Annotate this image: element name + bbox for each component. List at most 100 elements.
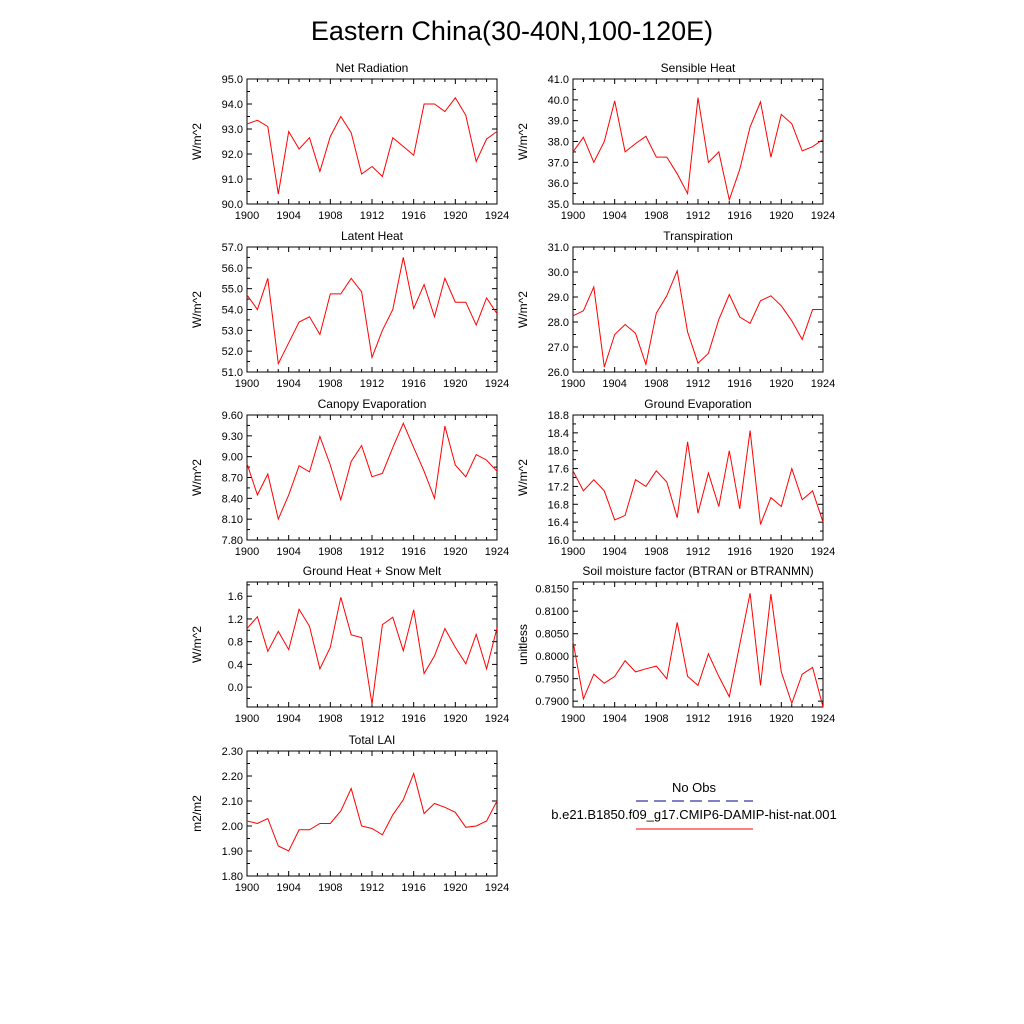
- y-tick-label: 0.8: [228, 637, 243, 649]
- y-tick-label: 94.0: [222, 99, 243, 111]
- x-tick-label: 1924: [811, 546, 835, 558]
- y-tick-label: 0.7950: [535, 674, 569, 686]
- y-tick-label: 0.8050: [535, 629, 569, 641]
- x-tick-label: 1912: [686, 378, 710, 390]
- y-tick-label: 90.0: [222, 199, 243, 211]
- x-tick-label: 1920: [769, 546, 793, 558]
- x-tick-label: 1904: [276, 546, 300, 558]
- x-tick-label: 1904: [602, 210, 626, 222]
- x-tick-label: 1920: [443, 713, 467, 725]
- x-tick-label: 1912: [686, 546, 710, 558]
- series-line-latent-heat: [246, 257, 498, 366]
- x-tick-label: 1908: [644, 546, 668, 558]
- x-tick-label: 1908: [644, 713, 668, 725]
- panel-title: Total LAI: [349, 733, 396, 747]
- x-tick-label: 1912: [686, 210, 710, 222]
- x-tick-label: 1924: [485, 378, 509, 390]
- y-tick-label: 16.0: [548, 535, 569, 547]
- x-tick-label: 1908: [318, 882, 342, 894]
- x-tick-label: 1904: [276, 210, 300, 222]
- x-tick-label: 1916: [727, 546, 751, 558]
- y-tick-label: 18.4: [548, 428, 569, 440]
- x-tick-label: 1916: [401, 210, 425, 222]
- x-tick-label: 1916: [727, 378, 751, 390]
- y-tick-label: 27.0: [548, 342, 569, 354]
- x-tick-label: 1900: [235, 378, 259, 390]
- x-tick-label: 1916: [727, 210, 751, 222]
- x-tick-label: 1916: [401, 546, 425, 558]
- x-tick-label: 1912: [360, 378, 384, 390]
- x-tick-label: 1912: [686, 713, 710, 725]
- y-tick-label: 54.0: [222, 305, 243, 317]
- y-tick-label: 51.0: [222, 367, 243, 379]
- y-tick-label: 16.4: [548, 517, 569, 529]
- x-tick-label: 1920: [769, 378, 793, 390]
- series-line-soil-moisture-factor-btran-or-btranmn: [572, 593, 824, 708]
- series-line-transpiration: [572, 269, 823, 368]
- panel-title: Net Radiation: [336, 61, 409, 75]
- panel-title: Latent Heat: [341, 229, 404, 243]
- figure-title: Eastern China(30-40N,100-120E): [311, 16, 713, 46]
- x-tick-label: 1900: [235, 882, 259, 894]
- series-line-canopy-evaporation: [246, 422, 498, 521]
- y-tick-label: 91.0: [222, 174, 243, 186]
- y-tick-label: 93.0: [222, 124, 243, 136]
- y-tick-label: 0.4: [228, 659, 243, 671]
- y-tick-label: 35.0: [548, 199, 569, 211]
- y-tick-label: 1.90: [222, 846, 243, 858]
- legend: No Obs b.e21.B1850.f09_g17.CMIP6-DAMIP-h…: [551, 780, 837, 830]
- x-tick-label: 1912: [360, 882, 384, 894]
- series-line-total-lai: [246, 771, 498, 852]
- y-tick-label: 53.0: [222, 325, 243, 337]
- y-tick-label: 39.0: [548, 116, 569, 128]
- y-tick-label: 2.20: [222, 771, 243, 783]
- x-tick-label: 1912: [360, 546, 384, 558]
- x-tick-label: 1924: [485, 210, 509, 222]
- panel-net-radiation: 1900 1904 1908 1912 1916 1920 1924 90.0 91.0 92.0…: [190, 61, 509, 222]
- panel-soil-moisture-factor-btran-or-btranmn: 1900 1904 1908 1912 1916 1920 1924 0.7900 0.7950…: [516, 564, 835, 725]
- panel-title: Soil moisture factor (BTRAN or BTRANMN): [582, 564, 813, 578]
- y-tick-label: 95.0: [222, 74, 243, 86]
- panel-ground-evaporation: 1900 1904 1908 1912 1916 1920 1924 16.0 16.4 16.8…: [516, 397, 835, 558]
- y-tick-label: 18.0: [548, 446, 569, 458]
- y-tick-label: 92.0: [222, 149, 243, 161]
- y-tick-label: 0.0: [228, 682, 243, 694]
- y-tick-label: 38.0: [548, 137, 569, 149]
- y-axis-label: W/m^2: [190, 123, 204, 160]
- x-tick-label: 1900: [561, 546, 585, 558]
- panel-sensible-heat: 1900 1904 1908 1912 1916 1920 1924 35.0 36.0 37.0…: [516, 61, 835, 222]
- y-tick-label: 36.0: [548, 178, 569, 190]
- plot-frame: [246, 414, 498, 541]
- y-tick-label: 0.7900: [535, 696, 569, 708]
- panel-transpiration: 1900 1904 1908 1912 1916 1920 1924 26.0 27.0 28.0…: [516, 229, 835, 390]
- plot-frame: [572, 581, 824, 708]
- x-tick-label: 1908: [644, 210, 668, 222]
- x-tick-label: 1904: [276, 882, 300, 894]
- y-tick-label: 56.0: [222, 263, 243, 275]
- y-axis-label: W/m^2: [190, 459, 204, 496]
- x-tick-label: 1900: [561, 378, 585, 390]
- x-tick-label: 1904: [602, 713, 626, 725]
- x-tick-label: 1916: [401, 882, 425, 894]
- panel-total-lai: 1900 1904 1908 1912 1916 1920 1924 1.80 1.90 2.00…: [190, 733, 509, 894]
- y-axis-label: W/m^2: [516, 291, 530, 328]
- legend-label-model-run: b.e21.B1850.f09_g17.CMIP6-DAMIP-hist-nat…: [551, 807, 836, 822]
- x-tick-label: 1904: [276, 713, 300, 725]
- y-axis-label: W/m^2: [516, 123, 530, 160]
- x-tick-label: 1912: [360, 713, 384, 725]
- y-tick-label: 55.0: [222, 284, 243, 296]
- y-tick-label: 28.0: [548, 317, 569, 329]
- y-axis-label: W/m^2: [190, 291, 204, 328]
- x-tick-label: 1904: [276, 378, 300, 390]
- y-tick-label: 16.8: [548, 499, 569, 511]
- x-tick-label: 1924: [485, 546, 509, 558]
- x-tick-label: 1908: [644, 378, 668, 390]
- x-tick-label: 1924: [485, 882, 509, 894]
- plot-frame: [572, 246, 824, 373]
- y-tick-label: 29.0: [548, 292, 569, 304]
- y-tick-label: 30.0: [548, 267, 569, 279]
- legend-label-no-obs: No Obs: [672, 780, 717, 795]
- x-tick-label: 1900: [235, 210, 259, 222]
- y-tick-label: 8.40: [222, 493, 243, 505]
